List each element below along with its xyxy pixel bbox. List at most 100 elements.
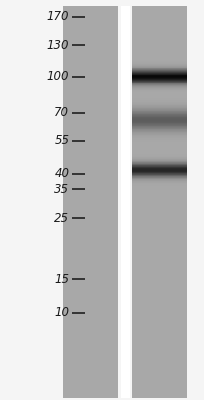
Bar: [132, 54, 187, 55]
Bar: [132, 100, 187, 101]
Bar: [132, 165, 187, 166]
Bar: [132, 101, 187, 102]
Bar: [132, 81, 187, 82]
Bar: [132, 187, 187, 188]
Text: 170: 170: [47, 10, 69, 23]
Bar: [132, 67, 187, 68]
Bar: [132, 104, 187, 105]
Bar: [132, 98, 187, 99]
Bar: [132, 121, 187, 122]
Bar: [132, 78, 187, 79]
Bar: [132, 125, 187, 126]
Bar: [132, 51, 187, 52]
Bar: [132, 102, 187, 103]
Bar: [132, 124, 187, 125]
Bar: [132, 69, 187, 70]
Bar: [132, 139, 187, 140]
Bar: [132, 110, 187, 111]
Bar: [132, 77, 187, 78]
Bar: [132, 183, 187, 184]
Bar: [132, 108, 187, 109]
Bar: [132, 71, 187, 72]
Bar: [132, 82, 187, 84]
Bar: [132, 60, 187, 61]
Bar: [132, 159, 187, 160]
Bar: [132, 174, 187, 175]
Text: 40: 40: [54, 167, 69, 180]
Bar: [132, 115, 187, 116]
Text: 100: 100: [47, 70, 69, 83]
Bar: [132, 160, 187, 161]
Bar: [132, 70, 187, 71]
Bar: [132, 131, 187, 132]
Text: 35: 35: [54, 183, 69, 196]
Bar: [132, 138, 187, 139]
Bar: [132, 132, 187, 133]
Bar: [132, 156, 187, 157]
Bar: [132, 179, 187, 180]
Bar: [132, 99, 187, 100]
Bar: [132, 80, 187, 81]
Bar: [132, 136, 187, 137]
Bar: [132, 181, 187, 182]
Bar: [132, 85, 187, 86]
Bar: [132, 88, 187, 89]
Bar: [132, 167, 187, 168]
Bar: [63, 6, 118, 398]
Bar: [132, 56, 187, 57]
Bar: [132, 74, 187, 76]
Bar: [132, 106, 187, 107]
Bar: [132, 162, 187, 163]
Bar: [132, 155, 187, 156]
Bar: [132, 114, 187, 115]
Bar: [132, 87, 187, 88]
Text: 70: 70: [54, 106, 69, 119]
Bar: [132, 111, 187, 112]
Bar: [132, 176, 187, 177]
Bar: [132, 118, 187, 119]
Bar: [132, 126, 187, 127]
Bar: [132, 86, 187, 87]
Bar: [132, 101, 187, 102]
Bar: [132, 102, 187, 103]
Bar: [132, 96, 187, 97]
Bar: [132, 178, 187, 179]
Bar: [132, 120, 187, 121]
Bar: [132, 68, 187, 69]
Bar: [132, 127, 187, 128]
Bar: [132, 169, 187, 170]
Bar: [132, 133, 187, 134]
Bar: [132, 184, 187, 185]
Bar: [132, 173, 187, 174]
Bar: [132, 93, 187, 94]
Text: 55: 55: [54, 134, 69, 147]
Bar: [132, 157, 187, 158]
Bar: [132, 185, 187, 186]
Bar: [132, 57, 187, 58]
Bar: [132, 141, 187, 142]
Bar: [132, 152, 187, 153]
Bar: [132, 76, 187, 77]
Bar: [132, 161, 187, 162]
Bar: [132, 55, 187, 56]
Bar: [132, 65, 187, 66]
Bar: [132, 117, 187, 118]
Text: 15: 15: [54, 273, 69, 286]
Bar: [132, 112, 187, 113]
Bar: [132, 105, 187, 106]
Bar: [132, 62, 187, 63]
Bar: [132, 135, 187, 136]
Bar: [132, 163, 187, 164]
Bar: [132, 171, 187, 172]
Bar: [132, 116, 187, 117]
Bar: [132, 91, 187, 92]
Bar: [132, 186, 187, 187]
Bar: [132, 168, 187, 169]
Bar: [132, 58, 187, 59]
Bar: [132, 128, 187, 129]
Bar: [132, 123, 187, 124]
Bar: [132, 84, 187, 85]
Bar: [132, 164, 187, 165]
Bar: [132, 172, 187, 173]
Bar: [132, 134, 187, 135]
